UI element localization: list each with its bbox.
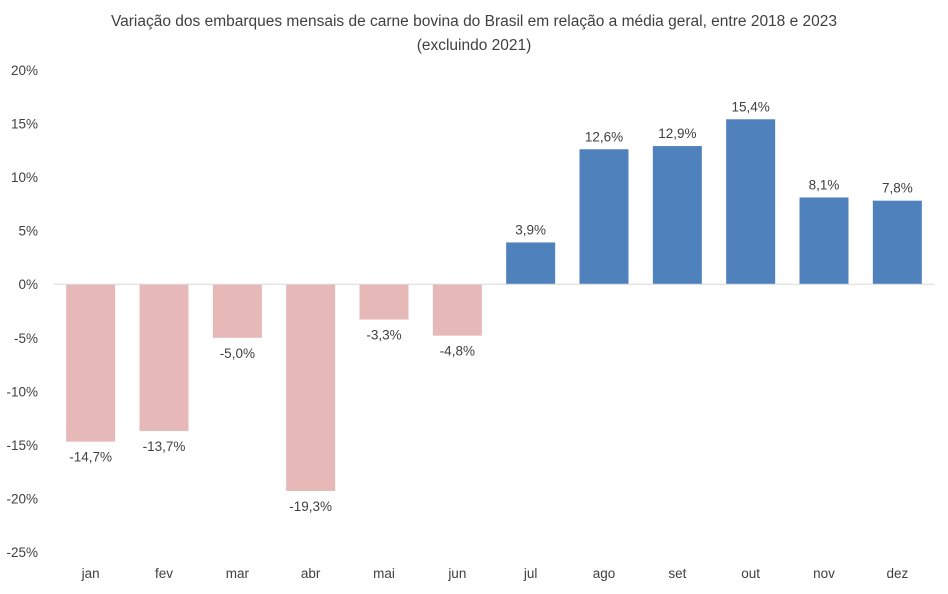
- y-tick-label: -25%: [6, 545, 38, 560]
- data-label: -3,3%: [366, 328, 401, 343]
- data-label: 7,8%: [882, 181, 913, 196]
- data-label: 8,1%: [809, 177, 840, 192]
- bar-abr: [286, 284, 336, 491]
- x-tick-label: ago: [593, 566, 616, 581]
- y-tick-label: -20%: [6, 491, 38, 506]
- bar-mai: [359, 284, 409, 320]
- bar-ago: [579, 149, 629, 285]
- data-label: 12,9%: [658, 126, 696, 141]
- bar-jul: [506, 242, 556, 285]
- data-label: 12,6%: [585, 129, 623, 144]
- bar-dez: [872, 200, 922, 285]
- bar-fev: [139, 284, 189, 431]
- y-tick-label: -15%: [6, 438, 38, 453]
- x-tick-label: abr: [301, 566, 321, 581]
- y-tick-label: 0%: [18, 277, 38, 292]
- y-axis: 20% 15% 10% 5% 0% -5% -10% -15% -20% -25%: [6, 63, 38, 560]
- data-label: -19,3%: [289, 499, 332, 514]
- x-tick-label: mai: [373, 566, 395, 581]
- x-tick-label: fev: [155, 566, 173, 581]
- data-labels: -14,7% -13,7% -5,0% -19,3% -3,3% -4,8% 3,9% 12,…: [69, 99, 912, 514]
- y-tick-label: 20%: [11, 63, 38, 78]
- x-axis: jan fev mar abr mai jun jul ago set out nov dez: [81, 566, 909, 581]
- bar-jan: [66, 284, 116, 442]
- chart-subtitle: (excluindo 2021): [417, 37, 532, 54]
- bar-jun: [432, 284, 482, 336]
- data-label: -13,7%: [143, 439, 186, 454]
- y-tick-label: -5%: [14, 331, 38, 346]
- x-tick-label: jan: [81, 566, 100, 581]
- x-tick-label: out: [741, 566, 760, 581]
- data-label: 3,9%: [515, 222, 546, 237]
- data-label: 15,4%: [732, 99, 770, 114]
- data-label: -4,8%: [440, 344, 475, 359]
- y-tick-label: 15%: [11, 117, 38, 132]
- x-tick-label: mar: [226, 566, 250, 581]
- data-label: -5,0%: [220, 346, 255, 361]
- y-tick-label: 5%: [18, 224, 38, 239]
- y-tick-label: 10%: [11, 170, 38, 185]
- x-tick-label: jun: [447, 566, 466, 581]
- x-tick-label: set: [668, 566, 686, 581]
- data-label: -14,7%: [69, 450, 112, 465]
- x-tick-label: nov: [813, 566, 835, 581]
- chart-title: Variação dos embarques mensais de carne …: [111, 13, 837, 30]
- x-tick-label: dez: [886, 566, 908, 581]
- x-tick-label: jul: [523, 566, 538, 581]
- bar-set: [652, 146, 702, 285]
- y-tick-label: -10%: [6, 384, 38, 399]
- bar-nov: [799, 197, 849, 285]
- bar-out: [726, 119, 776, 285]
- bars: [66, 119, 922, 491]
- bar-mar: [212, 284, 262, 338]
